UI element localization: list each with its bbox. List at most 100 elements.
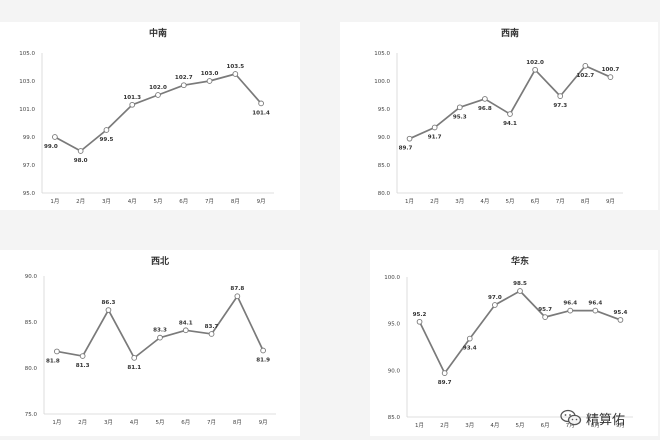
x-tick-label: 7月 xyxy=(207,419,216,426)
chart-title: 中南 xyxy=(149,27,167,39)
y-tick-label: 95.0 xyxy=(388,322,401,328)
y-tick-label: 105.0 xyxy=(19,51,35,57)
x-tick-label: 6月 xyxy=(541,422,550,429)
data-point xyxy=(234,293,241,300)
data-label: 91.7 xyxy=(428,134,442,140)
data-label: 89.7 xyxy=(399,146,413,152)
data-label: 83.7 xyxy=(205,324,219,330)
data-point xyxy=(592,307,599,314)
x-tick-label: 7月 xyxy=(556,198,565,205)
data-label: 102.0 xyxy=(149,85,167,91)
x-tick-label: 9月 xyxy=(259,419,268,426)
data-label: 86.3 xyxy=(102,300,116,306)
data-point xyxy=(431,124,438,131)
x-tick-label: 8月 xyxy=(591,422,600,429)
data-label: 89.7 xyxy=(438,380,452,386)
x-tick-label: 4月 xyxy=(128,198,137,205)
x-tick-label: 6月 xyxy=(531,198,540,205)
data-label: 84.1 xyxy=(179,320,193,326)
chart-svg: 华东 85.0 90.0 95.0 100.0 1月 2月 3月 4月 5月 6月 7月 8月 9月 95.… xyxy=(384,255,633,429)
data-label: 95.3 xyxy=(453,114,467,120)
data-point xyxy=(105,307,112,313)
data-point xyxy=(129,101,136,108)
data-point xyxy=(517,288,523,294)
x-tick-label: 4月 xyxy=(130,419,139,426)
y-tick-label: 100.0 xyxy=(384,275,400,281)
watermark-text: 精算佑 xyxy=(586,412,626,428)
x-tick-label: 5月 xyxy=(506,198,515,205)
y-tick-label: 85.0 xyxy=(378,163,391,169)
chart-panel: 中南 95.0 97.0 99.0 101.0 103.0 105.0 1月 2月 3月 4月 5月 6… xyxy=(0,22,300,210)
data-label: 101.4 xyxy=(252,110,270,116)
data-label: 81.9 xyxy=(256,358,270,364)
data-point xyxy=(532,66,538,73)
x-tick-label: 3月 xyxy=(104,419,113,426)
data-point xyxy=(54,348,60,355)
x-tick-label: 4月 xyxy=(480,198,489,205)
x-tick-label: 3月 xyxy=(465,422,474,429)
y-tick-label: 90.0 xyxy=(25,274,38,280)
chart-title: 西南 xyxy=(501,27,519,39)
data-label: 102.7 xyxy=(175,75,193,81)
chart-title: 华东 xyxy=(511,255,529,267)
data-point xyxy=(507,111,513,117)
data-label: 95.7 xyxy=(538,307,552,313)
data-point xyxy=(456,104,463,111)
data-point xyxy=(79,353,86,359)
y-tick-label: 99.0 xyxy=(23,135,36,141)
data-point xyxy=(182,327,189,334)
y-tick-label: 97.0 xyxy=(23,163,36,169)
data-label: 96.8 xyxy=(478,106,492,112)
data-label: 99.0 xyxy=(44,144,58,150)
y-tick-label: 85.0 xyxy=(25,320,38,326)
data-point xyxy=(52,134,58,140)
data-label: 81.3 xyxy=(76,363,90,369)
data-point xyxy=(416,318,423,325)
x-tick-label: 3月 xyxy=(102,198,111,205)
x-tick-label: 4月 xyxy=(490,422,499,429)
data-label: 102.0 xyxy=(526,60,544,66)
chart-svg: 西南 80.0 85.0 90.0 95.0 100.0 105.0 1月 2月 3月 4月 5月 6月… xyxy=(374,27,623,205)
chart-svg: 西北 75.0 80.0 85.0 90.0 1月 2月 3月 4月 5月 6月 7月 8月 9月 81.8… xyxy=(25,255,276,426)
data-point xyxy=(258,100,264,107)
data-label: 102.7 xyxy=(576,73,594,79)
data-point xyxy=(441,370,448,376)
data-label: 97.3 xyxy=(553,103,567,109)
data-point xyxy=(103,127,110,133)
watermark: 精算佑 xyxy=(560,398,660,438)
data-label: 98.0 xyxy=(74,158,88,164)
y-tick-label: 100.0 xyxy=(374,79,390,85)
y-tick-label: 90.0 xyxy=(388,368,401,374)
x-tick-label: 8月 xyxy=(231,198,240,205)
data-label: 94.1 xyxy=(503,121,517,127)
x-tick-label: 2月 xyxy=(440,422,449,429)
y-tick-label: 90.0 xyxy=(378,135,391,141)
data-label: 95.2 xyxy=(413,312,427,318)
chart-title: 西北 xyxy=(151,255,169,267)
y-tick-label: 85.0 xyxy=(388,415,401,421)
y-tick-label: 80.0 xyxy=(25,366,38,372)
x-tick-label: 8月 xyxy=(581,198,590,205)
y-tick-label: 103.0 xyxy=(19,79,35,85)
y-tick-label: 95.0 xyxy=(23,191,36,197)
y-tick-label: 75.0 xyxy=(25,412,38,418)
data-point xyxy=(232,71,239,77)
data-label: 97.0 xyxy=(488,295,502,301)
data-point xyxy=(208,331,215,337)
x-tick-label: 5月 xyxy=(516,422,525,429)
data-point xyxy=(492,302,498,308)
data-point xyxy=(617,317,624,323)
data-point xyxy=(180,82,187,89)
x-tick-label: 9月 xyxy=(616,422,625,429)
data-point xyxy=(607,74,614,80)
data-label: 98.5 xyxy=(513,281,527,287)
x-tick-label: 1月 xyxy=(415,422,424,429)
x-tick-label: 9月 xyxy=(606,198,615,205)
y-tick-label: 95.0 xyxy=(378,107,391,113)
data-point xyxy=(406,135,413,142)
x-tick-label: 7月 xyxy=(566,422,575,429)
data-label: 96.4 xyxy=(588,301,602,307)
x-tick-label: 9月 xyxy=(257,198,266,205)
chart-svg: 中南 95.0 97.0 99.0 101.0 103.0 105.0 1月 2月 3月 4月 5月 6… xyxy=(19,27,274,205)
x-tick-label: 2月 xyxy=(78,419,87,426)
